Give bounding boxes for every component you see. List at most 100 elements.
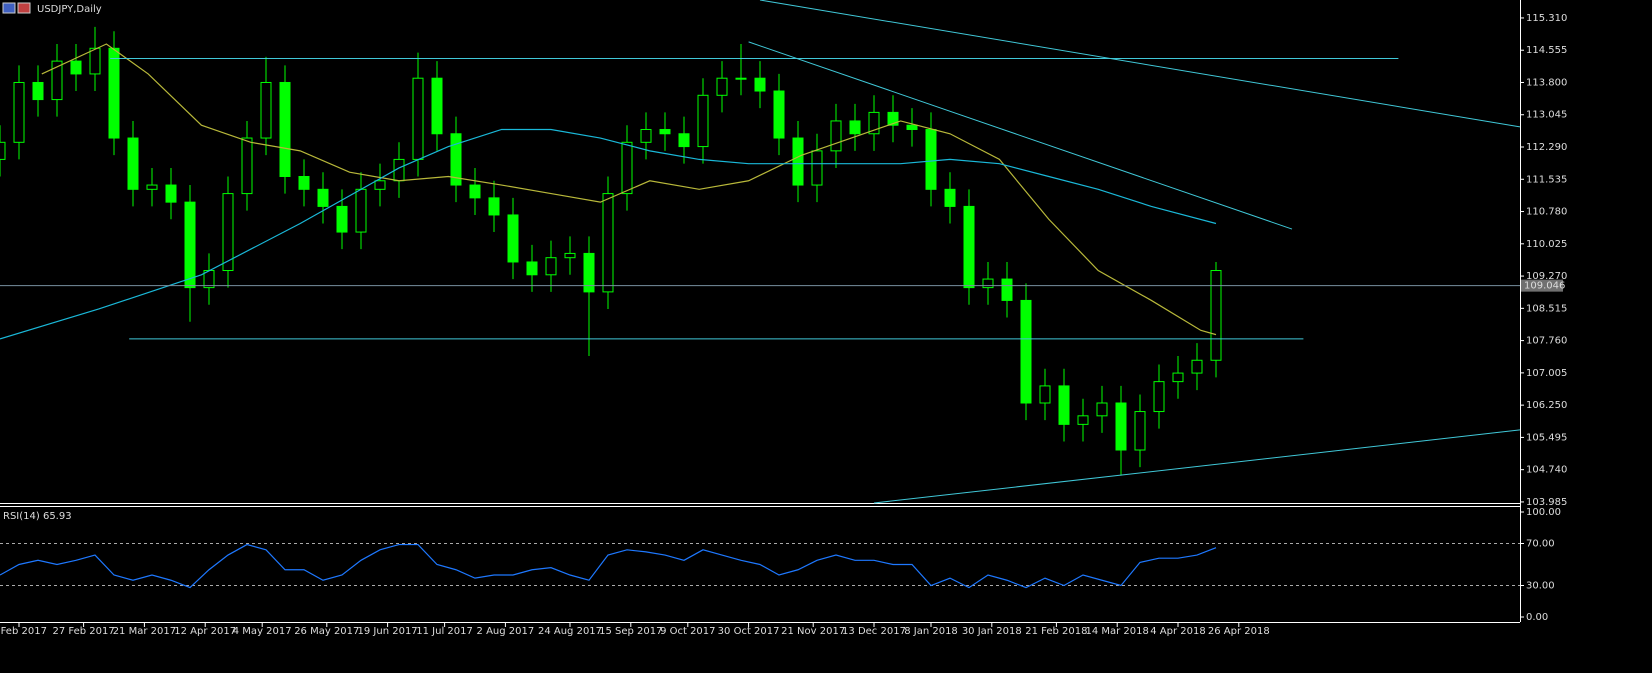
candle-body <box>963 205 975 289</box>
y-tick-label: 105.495 <box>1526 432 1567 443</box>
y-tick-label: 111.535 <box>1526 174 1567 185</box>
candle-body <box>1058 385 1070 425</box>
y-tick-label: 100.00 <box>1526 507 1561 518</box>
rsi-line <box>0 543 1217 589</box>
candle-body <box>32 81 44 101</box>
candle-body <box>583 252 595 293</box>
candle-body <box>621 141 633 195</box>
x-tick-label: 9 Oct 2017 <box>660 626 715 637</box>
candle-body <box>1134 411 1146 451</box>
x-tick-label: 26 May 2017 <box>294 626 359 637</box>
candle-body <box>906 124 918 130</box>
candle-body <box>545 257 557 276</box>
candle-body <box>222 193 234 272</box>
symbol-icon <box>17 2 31 14</box>
candle-body <box>374 180 386 190</box>
moving-average <box>41 43 1217 336</box>
candle-body <box>925 128 937 190</box>
candle-body <box>1115 402 1127 451</box>
y-tick-label: 115.310 <box>1526 13 1567 24</box>
candle-body <box>1096 402 1108 417</box>
candle-body <box>678 133 690 148</box>
y-tick-label: 106.250 <box>1526 400 1567 411</box>
candle-body <box>469 184 481 199</box>
candle-body <box>1077 415 1089 425</box>
x-tick-label: 30 Jan 2018 <box>962 626 1022 637</box>
candle-body <box>1191 359 1203 374</box>
candle-body <box>184 201 196 289</box>
x-tick-label: 13 Dec 2017 <box>842 626 906 637</box>
x-tick-label: 21 Feb 2018 <box>1025 626 1087 637</box>
y-tick-label: 114.555 <box>1526 45 1567 56</box>
candle-body <box>336 205 348 233</box>
trend-line <box>748 41 1293 230</box>
candle-body <box>697 94 709 148</box>
y-tick-label: 0.00 <box>1526 612 1548 623</box>
x-tick-label: 30 Oct 2017 <box>718 626 780 637</box>
x-tick-label: 11 Jul 2017 <box>416 626 473 637</box>
trend-line <box>873 429 1521 504</box>
x-tick-label: 24 Aug 2017 <box>538 626 602 637</box>
candle-body <box>507 214 519 263</box>
candle-body <box>450 133 462 186</box>
y-tick-label: 104.740 <box>1526 465 1567 476</box>
y-tick-label: 112.290 <box>1526 142 1567 153</box>
candle-body <box>13 81 25 143</box>
moving-average <box>0 128 1217 340</box>
candle-body <box>640 128 652 143</box>
x-tick-label: 2 Aug 2017 <box>477 626 535 637</box>
x-tick-label: 21 Nov 2017 <box>781 626 845 637</box>
candle-body <box>165 184 177 203</box>
candle-body <box>868 111 880 135</box>
x-tick-label: 4 May 2017 <box>233 626 292 637</box>
y-tick-label: 109.270 <box>1526 271 1567 282</box>
candle-body <box>1001 278 1013 301</box>
chart-title: USDJPY,Daily <box>37 4 102 15</box>
x-tick-label: 14 Mar 2018 <box>1085 626 1148 637</box>
candle-body <box>1153 381 1165 413</box>
candle-body <box>982 278 994 289</box>
candle-body <box>1039 385 1051 404</box>
candle-body <box>830 120 842 152</box>
candle-body <box>51 60 63 101</box>
y-tick-label: 70.00 <box>1526 539 1555 550</box>
candle-body <box>754 77 766 92</box>
y-tick-label: 107.760 <box>1526 336 1567 347</box>
candle-body <box>70 60 82 75</box>
candle-body <box>146 184 158 190</box>
x-tick-label: 8 Jan 2018 <box>904 626 958 637</box>
indicator-title: RSI(14) 65.93 <box>3 511 72 522</box>
candle-body <box>279 81 291 177</box>
candle-body <box>260 81 272 139</box>
x-tick-label: 19 Jun 2017 <box>358 626 418 637</box>
y-tick-label: 110.780 <box>1526 207 1567 218</box>
candle-body <box>317 188 329 207</box>
candle-body <box>488 197 500 216</box>
price-label-box <box>1521 279 1563 292</box>
candle-body <box>355 188 367 233</box>
candle-body <box>1210 270 1222 361</box>
y-tick-label: 30.00 <box>1526 581 1555 592</box>
x-tick-label: 27 Feb 2017 <box>52 626 114 637</box>
candle-body <box>659 128 671 135</box>
y-tick-label: 113.800 <box>1526 77 1567 88</box>
candle-body <box>944 188 956 207</box>
candle-body <box>526 261 538 276</box>
x-tick-label: 21 Mar 2017 <box>113 626 176 637</box>
candle-body <box>1020 299 1032 404</box>
x-tick-label: 26 Apr 2018 <box>1208 626 1270 637</box>
candle-body <box>716 77 728 96</box>
candle-body <box>602 193 614 293</box>
candle-body <box>811 150 823 186</box>
x-tick-label: 12 Apr 2017 <box>174 626 236 637</box>
y-tick-label: 110.025 <box>1526 239 1567 250</box>
candle-body <box>735 77 747 80</box>
y-tick-label: 113.045 <box>1526 110 1567 121</box>
candle-body <box>564 252 576 259</box>
candle-body <box>89 47 101 75</box>
candle-body <box>849 120 861 135</box>
x-tick-label: 8 Feb 2017 <box>0 626 47 637</box>
candle-body <box>431 77 443 135</box>
candle-body <box>0 141 6 160</box>
